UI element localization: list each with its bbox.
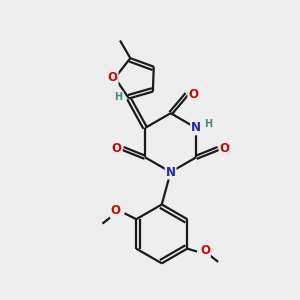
Text: O: O bbox=[112, 142, 122, 155]
Text: O: O bbox=[220, 142, 230, 155]
Text: O: O bbox=[188, 88, 198, 100]
Text: O: O bbox=[108, 71, 118, 84]
Text: O: O bbox=[200, 244, 210, 256]
Text: H: H bbox=[115, 92, 123, 102]
Text: N: N bbox=[191, 122, 201, 134]
Text: H: H bbox=[204, 119, 212, 129]
Text: O: O bbox=[111, 205, 121, 218]
Text: N: N bbox=[166, 166, 176, 178]
